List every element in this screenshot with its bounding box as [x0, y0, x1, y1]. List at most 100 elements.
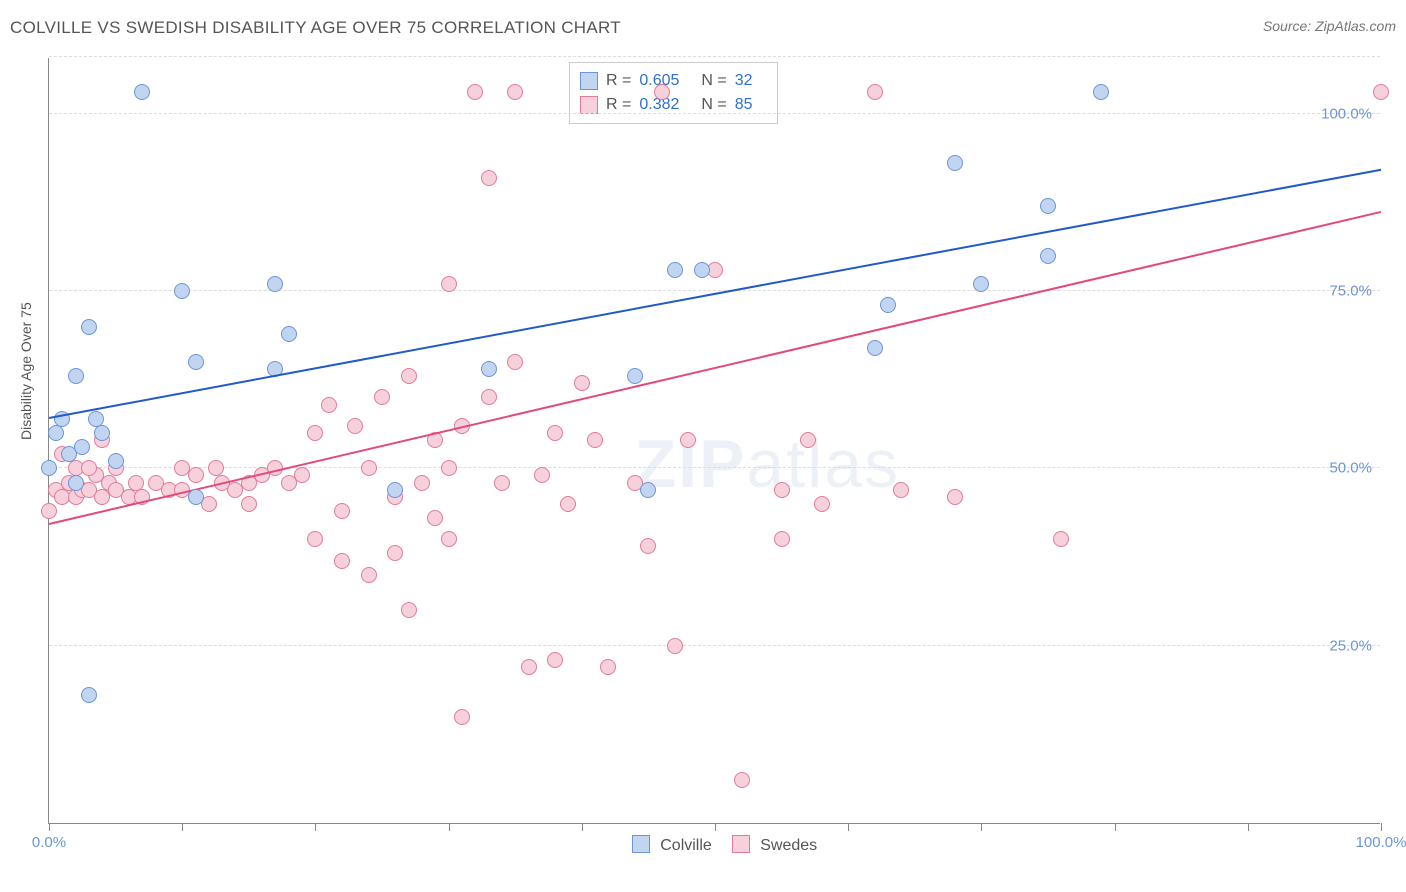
scatter-marker	[481, 361, 497, 377]
y-tick-label: 50.0%	[1329, 460, 1372, 477]
scatter-marker	[41, 460, 57, 476]
scatter-marker	[947, 489, 963, 505]
scatter-marker	[401, 368, 417, 384]
correlation-stats-box: R = 0.605N = 32R = 0.382N = 85	[569, 62, 778, 124]
scatter-marker	[1040, 248, 1056, 264]
scatter-marker	[454, 709, 470, 725]
scatter-marker	[334, 553, 350, 569]
scatter-marker	[241, 496, 257, 512]
scatter-marker	[74, 439, 90, 455]
gridline-h	[49, 113, 1380, 114]
y-axis-label: Disability Age Over 75	[18, 302, 34, 440]
scatter-marker	[361, 567, 377, 583]
chart-container: COLVILLE VS SWEDISH DISABILITY AGE OVER …	[0, 0, 1406, 892]
regression-line	[49, 169, 1381, 419]
x-tick	[981, 823, 982, 831]
scatter-marker	[1040, 198, 1056, 214]
scatter-marker	[281, 326, 297, 342]
gridline-h	[49, 467, 1380, 468]
scatter-marker	[600, 659, 616, 675]
source-label: Source:	[1263, 18, 1315, 34]
scatter-marker	[640, 538, 656, 554]
scatter-marker	[1093, 84, 1109, 100]
stat-n-value: 32	[735, 69, 753, 93]
scatter-marker	[947, 155, 963, 171]
scatter-marker	[560, 496, 576, 512]
x-tick-label: 100.0%	[1356, 834, 1406, 851]
x-tick	[449, 823, 450, 831]
scatter-marker	[188, 354, 204, 370]
scatter-marker	[547, 652, 563, 668]
scatter-marker	[321, 397, 337, 413]
scatter-marker	[68, 368, 84, 384]
x-tick	[582, 823, 583, 831]
series-swatch	[580, 96, 598, 114]
scatter-marker	[387, 545, 403, 561]
x-tick-label: 0.0%	[32, 834, 66, 851]
scatter-marker	[481, 170, 497, 186]
chart-title: COLVILLE VS SWEDISH DISABILITY AGE OVER …	[10, 18, 621, 37]
scatter-marker	[108, 453, 124, 469]
x-tick	[315, 823, 316, 831]
scatter-marker	[401, 602, 417, 618]
scatter-marker	[627, 368, 643, 384]
x-tick	[49, 823, 50, 831]
scatter-marker	[307, 531, 323, 547]
scatter-marker	[41, 503, 57, 519]
gridline-h	[49, 290, 1380, 291]
y-tick-label: 75.0%	[1329, 283, 1372, 300]
scatter-marker	[81, 319, 97, 335]
watermark: ZIPatlas	[635, 425, 900, 503]
regression-line	[49, 211, 1381, 525]
scatter-marker	[481, 389, 497, 405]
scatter-marker	[347, 418, 363, 434]
scatter-marker	[867, 340, 883, 356]
legend-swatch	[632, 835, 650, 853]
scatter-marker	[654, 84, 670, 100]
title-bar: COLVILLE VS SWEDISH DISABILITY AGE OVER …	[10, 18, 1396, 44]
scatter-marker	[134, 84, 150, 100]
x-tick	[715, 823, 716, 831]
scatter-marker	[507, 84, 523, 100]
scatter-marker	[361, 460, 377, 476]
scatter-marker	[667, 638, 683, 654]
scatter-marker	[81, 460, 97, 476]
scatter-marker	[774, 531, 790, 547]
scatter-marker	[374, 389, 390, 405]
scatter-marker	[694, 262, 710, 278]
gridline-h	[49, 56, 1380, 57]
scatter-marker	[1373, 84, 1389, 100]
scatter-marker	[494, 475, 510, 491]
scatter-marker	[640, 482, 656, 498]
scatter-marker	[1053, 531, 1069, 547]
scatter-marker	[48, 425, 64, 441]
y-tick-label: 25.0%	[1329, 637, 1372, 654]
scatter-marker	[893, 482, 909, 498]
series-swatch	[580, 72, 598, 90]
stats-row: R = 0.605N = 32	[580, 69, 767, 93]
scatter-marker	[427, 510, 443, 526]
x-tick	[1381, 823, 1382, 831]
scatter-marker	[68, 475, 84, 491]
scatter-marker	[880, 297, 896, 313]
x-tick	[1248, 823, 1249, 831]
scatter-marker	[574, 375, 590, 391]
source-credit: Source: ZipAtlas.com	[1263, 18, 1396, 34]
y-tick-label: 100.0%	[1321, 105, 1372, 122]
legend-label: Swedes	[756, 837, 817, 854]
scatter-marker	[81, 687, 97, 703]
scatter-marker	[547, 425, 563, 441]
scatter-marker	[814, 496, 830, 512]
scatter-marker	[294, 467, 310, 483]
scatter-marker	[734, 772, 750, 788]
scatter-marker	[667, 262, 683, 278]
scatter-marker	[267, 276, 283, 292]
scatter-marker	[334, 503, 350, 519]
scatter-marker	[680, 432, 696, 448]
stat-r-label: R =	[606, 69, 631, 93]
scatter-marker	[534, 467, 550, 483]
scatter-marker	[174, 283, 190, 299]
scatter-marker	[441, 460, 457, 476]
scatter-marker	[188, 489, 204, 505]
stat-n-label: N =	[701, 69, 726, 93]
